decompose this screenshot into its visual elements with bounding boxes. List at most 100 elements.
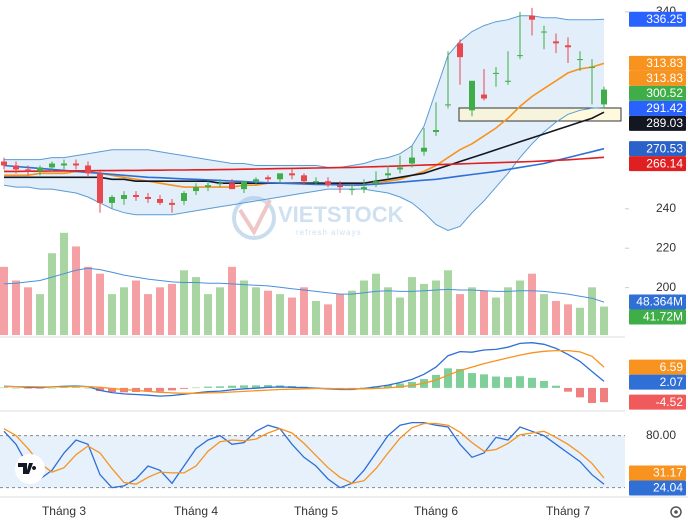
candle-body xyxy=(109,196,115,203)
candle-body xyxy=(121,195,127,199)
candle-body xyxy=(457,43,463,58)
value-box xyxy=(629,156,686,172)
volume-bar xyxy=(480,290,488,335)
macd-histogram-bar xyxy=(468,373,476,388)
macd-histogram-bar xyxy=(48,387,56,389)
macd-histogram-bar xyxy=(24,387,32,389)
volume-bar xyxy=(588,287,596,335)
macd-histogram-bar xyxy=(216,386,224,388)
value-box-label: -4.52 xyxy=(656,395,684,409)
volume-bar xyxy=(372,273,380,335)
macd-histogram-bar xyxy=(72,387,80,388)
volume-bar xyxy=(204,294,212,335)
macd-histogram-bar xyxy=(540,380,548,388)
volume-bar xyxy=(108,294,116,335)
macd-histogram-bar xyxy=(504,377,512,388)
volume-bar xyxy=(144,294,152,335)
x-tick-label: Tháng 5 xyxy=(294,504,338,518)
candle-body xyxy=(337,185,343,188)
macd-histogram-bar xyxy=(12,387,20,389)
candle-body xyxy=(577,59,583,61)
volume-bar xyxy=(324,304,332,335)
highlight-box xyxy=(458,107,622,122)
y-tick-label: 80.00 xyxy=(646,428,676,442)
settings-button[interactable] xyxy=(670,506,682,518)
macd-histogram-bar xyxy=(456,368,464,388)
tradingview-logo xyxy=(15,454,45,484)
candle-body xyxy=(541,31,547,33)
macd-histogram-bar xyxy=(516,376,524,388)
macd-histogram-bar xyxy=(588,387,596,404)
stochastic-band xyxy=(0,435,625,488)
volume-bar xyxy=(504,287,512,335)
candle-body xyxy=(145,196,151,199)
macd-histogram-bar xyxy=(180,387,188,389)
volume-bar xyxy=(432,280,440,335)
macd-histogram-bar xyxy=(144,387,152,392)
volume-bar xyxy=(336,294,344,335)
volume-bar xyxy=(456,294,464,335)
candle-body xyxy=(217,183,223,185)
volume-bar xyxy=(12,280,20,335)
volume-bar xyxy=(36,294,44,335)
macd-histogram-bar xyxy=(360,387,368,389)
volume-bar xyxy=(96,273,104,335)
candle-body xyxy=(313,181,319,183)
y-tick-label: 200 xyxy=(656,280,676,294)
candle-body xyxy=(169,202,175,205)
volume-bar xyxy=(60,232,68,335)
volume-bar xyxy=(444,270,452,335)
macd-histogram-bar xyxy=(0,387,8,389)
candle-body xyxy=(493,72,499,74)
volume-bar xyxy=(540,294,548,335)
candle-body xyxy=(277,173,283,180)
value-box xyxy=(629,294,686,310)
macd-histogram-bar xyxy=(480,374,488,388)
candle-body xyxy=(505,80,511,82)
volume-bar xyxy=(120,287,128,335)
overlay-line xyxy=(4,156,605,173)
value-box xyxy=(629,100,686,116)
macd-histogram-bar xyxy=(396,383,404,388)
macd-line xyxy=(3,342,605,397)
candle-body xyxy=(289,173,295,176)
volume-ma xyxy=(3,267,605,303)
volume-bar xyxy=(264,290,272,335)
volume-bar xyxy=(84,266,92,335)
candle-body xyxy=(445,104,451,106)
signal-line xyxy=(4,349,605,394)
candle-body xyxy=(49,163,55,168)
volume-bar xyxy=(156,287,164,335)
value-box-label: 270.53 xyxy=(646,141,683,155)
candle-body xyxy=(73,163,79,166)
stochastic-k xyxy=(3,421,605,489)
value-box-label: 289.03 xyxy=(646,116,683,130)
volume-bar xyxy=(24,287,32,335)
candle-body xyxy=(517,55,523,57)
volume-bar xyxy=(0,266,8,335)
candle-body xyxy=(349,189,355,191)
volume-bar xyxy=(192,277,200,335)
macd-histogram-bar xyxy=(576,387,584,398)
candle-body xyxy=(25,169,31,172)
x-tick-label: Tháng 6 xyxy=(414,504,458,518)
candle-body xyxy=(565,45,571,48)
candle-body xyxy=(301,175,307,182)
value-box xyxy=(629,11,686,27)
value-box-label: 2.07 xyxy=(660,375,684,389)
value-box-label: 6.59 xyxy=(660,360,684,374)
stochastic-d xyxy=(3,422,605,485)
candle-body xyxy=(409,157,415,164)
x-tick-label: Tháng 3 xyxy=(42,504,86,518)
x-tick-label: Tháng 4 xyxy=(174,504,218,518)
macd-histogram-bar xyxy=(204,386,212,388)
candle-body xyxy=(397,167,403,170)
settings-icon[interactable] xyxy=(670,506,682,518)
volume-bar xyxy=(576,307,584,335)
volume-bar xyxy=(348,290,356,335)
macd-histogram-bar xyxy=(84,387,92,389)
y-tick-label: 240 xyxy=(656,201,676,215)
value-box-label: 266.14 xyxy=(646,156,683,170)
watermark-text: VIETSTOCK xyxy=(278,202,404,227)
